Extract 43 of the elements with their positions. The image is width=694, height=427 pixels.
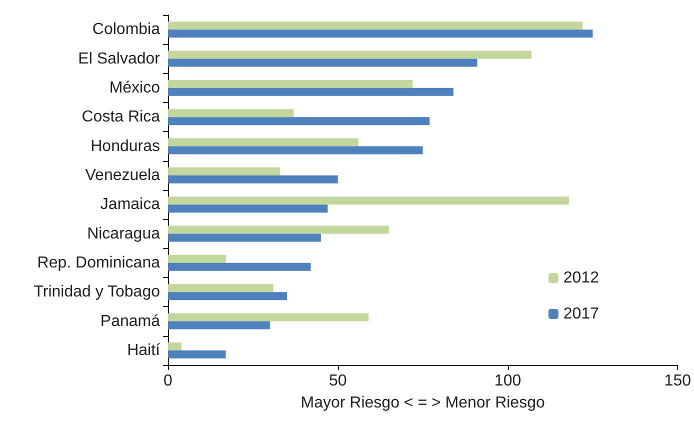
y-tick-label: Venezuela xyxy=(85,166,160,184)
bar xyxy=(168,321,270,330)
y-tick-label: Panamá xyxy=(100,312,160,330)
y-tick-label: Rep. Dominicana xyxy=(37,254,160,272)
bar xyxy=(168,313,368,322)
bar xyxy=(168,175,338,184)
bar xyxy=(168,254,226,263)
legend-label: 2017 xyxy=(563,306,600,322)
bar xyxy=(168,167,280,176)
bar xyxy=(168,138,358,146)
bar xyxy=(168,234,321,242)
bar xyxy=(168,262,311,271)
y-tick-label: Honduras xyxy=(90,138,160,155)
x-tick-label: 150 xyxy=(664,372,692,390)
x-tick-label: 100 xyxy=(494,372,522,390)
x-tick-label: 0 xyxy=(164,372,173,390)
bar xyxy=(168,146,423,154)
bar xyxy=(168,350,226,358)
bar xyxy=(168,284,274,292)
bar xyxy=(168,204,328,213)
y-tick-label: Colombia xyxy=(92,21,160,38)
bar xyxy=(168,109,294,118)
y-tick-label: México xyxy=(109,79,160,96)
y-tick-label: Costa Rica xyxy=(82,108,160,126)
x-tick-label: 50 xyxy=(328,372,347,390)
bar xyxy=(168,80,413,88)
legend-label: 2012 xyxy=(563,270,600,286)
bar xyxy=(168,88,454,96)
bar xyxy=(168,226,389,234)
y-tick-label: El Salvador xyxy=(78,50,161,68)
bar xyxy=(168,292,287,300)
y-tick-label: Haití xyxy=(127,342,161,359)
bar xyxy=(168,30,593,38)
bar xyxy=(168,342,182,350)
y-tick-label: Nicaragua xyxy=(87,225,160,242)
y-tick-label: Trinidad y Tobago xyxy=(34,284,160,301)
bar xyxy=(168,58,478,67)
bar xyxy=(168,196,569,205)
y-tick-label: Jamaica xyxy=(100,196,160,214)
bar xyxy=(168,22,583,30)
bar xyxy=(168,117,430,126)
x-axis-title: Mayor Riesgo < = > Menor Riesgo xyxy=(300,394,545,412)
bar xyxy=(168,50,532,59)
